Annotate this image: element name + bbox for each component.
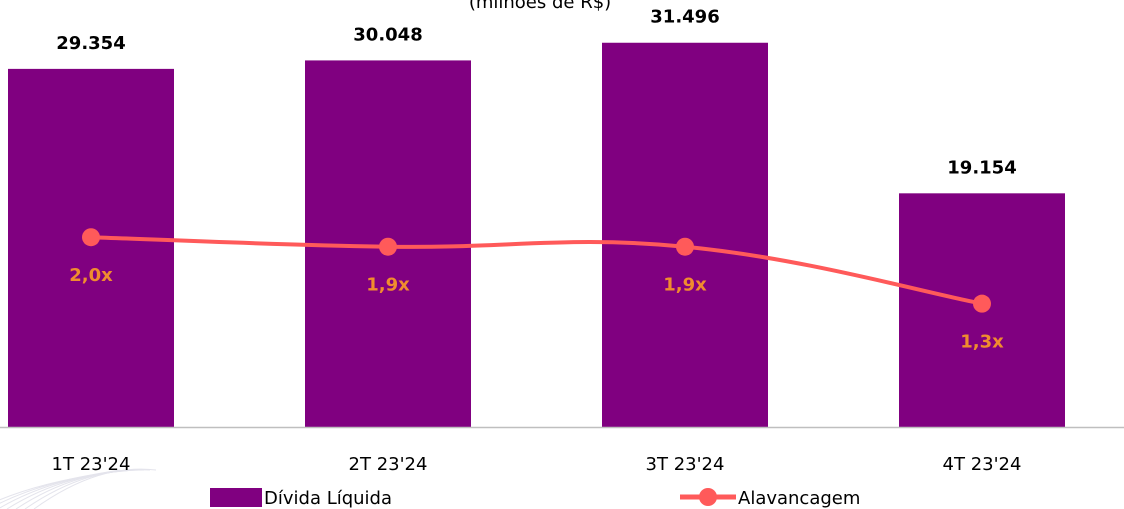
legend-swatch-marker [699,488,717,506]
bar-3 [602,42,768,427]
line-marker-2 [379,237,397,256]
line-value-label-1: 2,0x [69,265,113,286]
chart-subtitle: (milhões de R$) [469,0,611,13]
line-path [89,235,984,306]
bar-series-dívida-líquida [8,42,1065,428]
bar-1 [8,68,174,428]
decor-stroke [0,469,127,504]
x-tick-label-2: 2T 23'24 [349,454,428,475]
x-tick-label-1: 1T 23'24 [52,454,131,475]
line-data-labels: 2,0x 1,9x 1,9x 1,3x [69,265,1004,352]
line-value-label-4: 1,3x [960,332,1004,353]
legend: Dívida Líquida Alavancagem [210,488,860,509]
bar-value-label-1: 29.354 [56,33,125,54]
decor-stroke [6,469,139,509]
decor-stroke [24,469,151,509]
legend-label-line: Alavancagem [738,488,860,509]
x-axis-tick-labels: 1T 23'24 2T 23'24 3T 23'24 4T 23'24 [52,454,1022,475]
bar-data-labels: 29.354 30.048 31.496 19.154 [56,7,1016,179]
decor-stroke [33,468,157,509]
line-marker-3 [676,237,694,256]
bar-value-label-2: 30.048 [353,24,422,45]
legend-swatch-bar [210,488,262,507]
line-series-alavancagem [82,228,991,313]
bar-value-label-4: 19.154 [947,157,1016,178]
decor-stroke [0,469,121,501]
bar-value-label-3: 31.496 [650,7,719,28]
decor-stroke [15,469,145,509]
corner-decoration [0,468,157,509]
x-tick-label-4: 4T 23'24 [943,454,1022,475]
legend-label-bar: Dívida Líquida [264,488,392,509]
x-tick-label-3: 3T 23'24 [646,454,725,475]
line-value-label-2: 1,9x [366,275,410,296]
line-marker-1 [82,228,100,247]
line-marker-4 [973,294,991,313]
line-value-label-3: 1,9x [663,275,707,296]
